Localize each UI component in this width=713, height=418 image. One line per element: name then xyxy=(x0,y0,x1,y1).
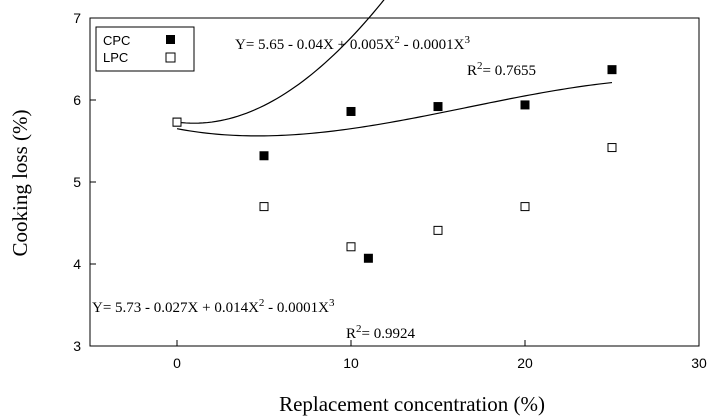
x-tick-label: 30 xyxy=(691,355,707,371)
lpc-equation-exp3: 3 xyxy=(329,297,335,309)
y-tick-label: 3 xyxy=(73,338,81,354)
y-axis-title: Cooking loss (%) xyxy=(8,109,32,256)
cpc-r-squared: R2= 0.7655 xyxy=(467,60,536,79)
cpc-equation-exp2: 2 xyxy=(394,34,400,46)
legend-box xyxy=(95,26,195,72)
x-tick-label: 20 xyxy=(517,355,533,371)
point-cpc xyxy=(520,100,530,110)
y-axis: 3 4 5 6 7 xyxy=(73,10,96,354)
lpc-r-value: = 0.9924 xyxy=(362,326,416,342)
point-lpc xyxy=(172,117,182,127)
legend-marker-lpc xyxy=(165,52,176,63)
lpc-r-squared: R2= 0.9924 xyxy=(346,323,415,342)
data-points xyxy=(172,65,617,263)
y-tick-label: 6 xyxy=(73,92,81,108)
cpc-r-value: = 0.7655 xyxy=(483,63,536,79)
legend: CPC LPC xyxy=(95,26,195,72)
legend-label-cpc: CPC xyxy=(103,33,130,48)
x-axis: 0 10 20 30 xyxy=(173,340,707,371)
lpc-equation-part-b: - 0.0001X xyxy=(264,300,329,316)
point-lpc xyxy=(433,225,443,235)
cpc-equation-annotation: Y= 5.65 - 0.04X + 0.005X2 - 0.0001X3 R2=… xyxy=(235,34,536,79)
cpc-equation-exp3: 3 xyxy=(465,34,471,46)
lpc-equation: Y= 5.73 - 0.027X + 0.014X2 - 0.0001X3 xyxy=(92,297,335,316)
lpc-equation-exp2: 2 xyxy=(259,297,265,309)
lpc-equation-annotation: Y= 5.73 - 0.027X + 0.014X2 - 0.0001X3 R2… xyxy=(92,297,415,342)
fit-curves xyxy=(176,0,613,137)
cpc-equation: Y= 5.65 - 0.04X + 0.005X2 - 0.0001X3 xyxy=(235,34,471,53)
x-tick-label: 0 xyxy=(173,355,181,371)
fit-curve-cpc xyxy=(176,81,613,137)
legend-label-lpc: LPC xyxy=(103,50,128,65)
fit-curve-lpc xyxy=(176,0,385,124)
point-cpc xyxy=(363,253,373,263)
x-axis-title: Replacement concentration (%) xyxy=(279,392,545,416)
y-tick-label: 7 xyxy=(73,10,81,26)
point-lpc xyxy=(346,242,356,252)
point-lpc xyxy=(607,143,617,153)
point-cpc xyxy=(259,151,269,161)
legend-marker-cpc xyxy=(166,35,175,44)
cpc-r-label: R xyxy=(467,63,477,79)
point-cpc xyxy=(607,65,617,75)
y-tick-label: 5 xyxy=(73,174,81,190)
x-tick-label: 10 xyxy=(343,355,359,371)
point-lpc xyxy=(520,202,530,212)
cpc-equation-part-b: - 0.0001X xyxy=(400,37,465,53)
cpc-r-exp: 2 xyxy=(477,60,483,72)
point-lpc xyxy=(259,202,269,212)
lpc-r-exp: 2 xyxy=(356,323,362,335)
point-cpc xyxy=(433,102,443,112)
lpc-r-label: R xyxy=(346,326,356,342)
cpc-equation-part-a: Y= 5.65 - 0.04X + 0.005X xyxy=(235,37,395,53)
lpc-equation-part-a: Y= 5.73 - 0.027X + 0.014X xyxy=(92,300,259,316)
point-cpc xyxy=(346,106,356,116)
y-tick-label: 4 xyxy=(73,256,81,272)
